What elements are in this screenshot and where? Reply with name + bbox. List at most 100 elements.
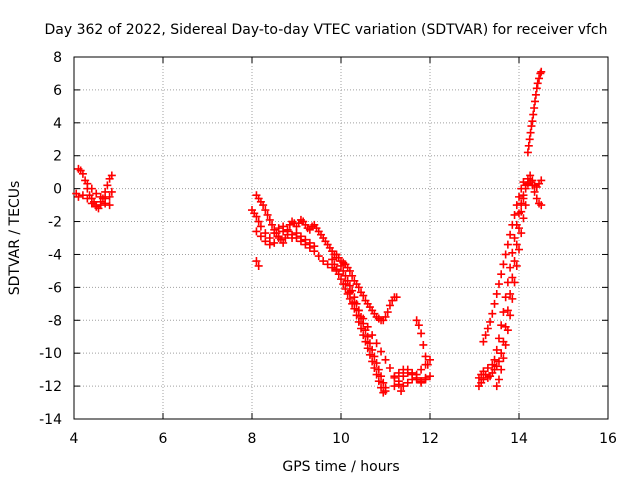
x-tick-label: 4 (70, 431, 79, 447)
data-point (354, 306, 363, 315)
data-point (394, 377, 403, 386)
data-point (497, 270, 506, 279)
data-point (107, 171, 116, 180)
data-point (390, 373, 399, 382)
data-point (372, 339, 381, 348)
data-point (354, 317, 363, 326)
data-point (310, 242, 319, 251)
data-point (334, 270, 343, 279)
data-point (479, 375, 488, 384)
y-tick-label: -4 (48, 247, 62, 263)
data-point (394, 368, 403, 377)
data-point (499, 308, 508, 317)
data-point (274, 234, 283, 242)
data-point (412, 316, 421, 325)
data-point (421, 352, 430, 361)
y-axis-label: SDTVAR / TECUs (7, 181, 23, 296)
data-point (107, 187, 116, 196)
data-point (381, 383, 390, 392)
data-point (78, 169, 87, 178)
data-point (385, 301, 394, 310)
data-point (259, 201, 268, 210)
data-point (506, 230, 515, 239)
data-point (87, 184, 96, 193)
data-point (314, 252, 323, 261)
data-point (403, 365, 412, 374)
data-point (105, 201, 114, 210)
data-point (301, 235, 310, 244)
data-point (305, 238, 314, 247)
data-point (519, 191, 528, 200)
data-point (270, 238, 279, 247)
data-point (497, 365, 506, 374)
data-point (359, 331, 368, 340)
data-point (274, 224, 283, 233)
y-tick-label: -2 (48, 215, 62, 231)
data-point (359, 291, 368, 300)
data-point (341, 280, 350, 289)
data-point (501, 250, 510, 259)
y-tick-label: 4 (53, 116, 62, 132)
data-point (363, 332, 372, 341)
data-point (528, 181, 537, 190)
data-point (385, 363, 394, 372)
data-point (105, 192, 114, 201)
data-point (517, 184, 526, 193)
data-point (296, 232, 305, 241)
y-tick-label: -12 (39, 379, 62, 395)
data-point (515, 192, 523, 201)
data-point (527, 122, 536, 131)
data-point (74, 192, 83, 201)
data-point (279, 238, 288, 247)
data-point (525, 135, 534, 144)
data-points (72, 67, 546, 397)
data-point (537, 201, 546, 210)
data-point (345, 288, 354, 297)
data-point (515, 209, 523, 218)
data-point (408, 375, 417, 384)
data-point (365, 350, 374, 359)
data-point (510, 234, 519, 242)
data-point (323, 260, 332, 269)
data-point (372, 370, 381, 379)
data-point (490, 299, 499, 308)
data-point (256, 232, 265, 241)
x-tick-label: 16 (599, 431, 617, 447)
data-point (363, 344, 372, 353)
data-point (381, 355, 390, 364)
data-point (532, 84, 541, 93)
data-point (519, 178, 528, 187)
data-point (261, 206, 270, 215)
data-point (508, 273, 517, 282)
data-point (530, 104, 539, 113)
data-point (503, 278, 512, 287)
data-point (365, 339, 374, 348)
x-tick-label: 6 (159, 431, 168, 447)
data-point (417, 378, 426, 387)
x-tick-label: 12 (421, 431, 439, 447)
data-point (506, 311, 515, 320)
data-point (368, 345, 377, 354)
data-point (392, 293, 401, 302)
data-point (414, 321, 423, 330)
data-point (261, 237, 270, 246)
data-point (337, 261, 345, 270)
data-point (512, 201, 521, 210)
data-point (256, 222, 265, 231)
data-point (503, 240, 512, 249)
data-point (421, 375, 430, 384)
data-point (354, 283, 363, 292)
data-point (337, 275, 345, 284)
data-point (361, 337, 370, 346)
y-tick-label: 0 (53, 182, 62, 198)
data-point (528, 117, 537, 126)
data-point (352, 311, 361, 320)
data-point (403, 378, 412, 387)
x-tick-label: 14 (510, 431, 528, 447)
data-point (368, 331, 377, 340)
data-point (499, 354, 508, 363)
data-point (92, 189, 101, 198)
data-point (423, 360, 432, 369)
data-point (319, 257, 328, 266)
